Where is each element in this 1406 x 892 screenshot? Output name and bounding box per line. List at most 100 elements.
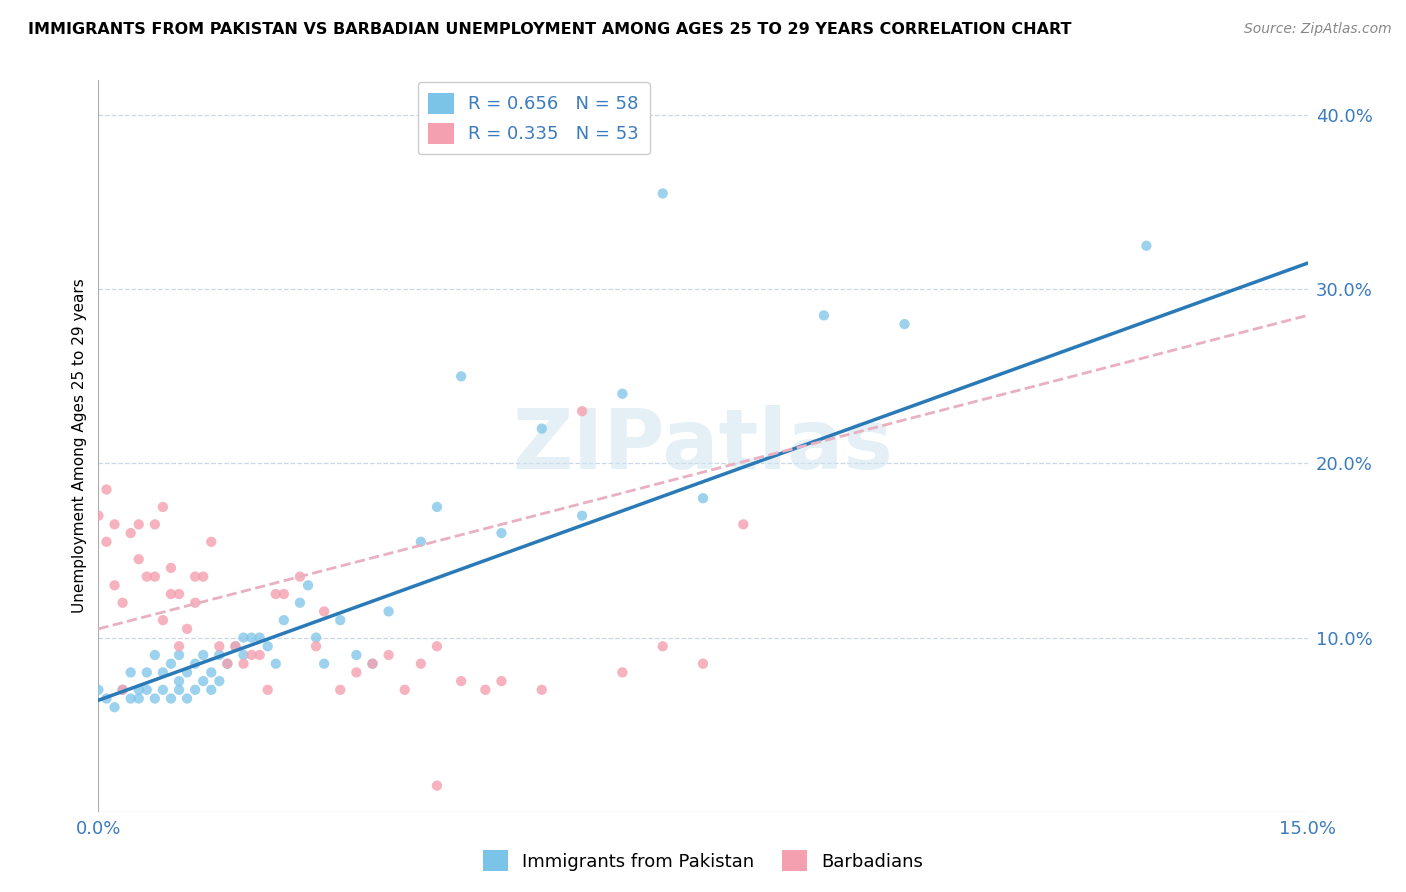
Point <box>256 640 278 654</box>
Point <box>143 648 166 662</box>
Point <box>491 526 513 541</box>
Point <box>394 682 416 697</box>
Point <box>143 691 166 706</box>
Point <box>224 640 246 654</box>
Point <box>120 691 142 706</box>
Point <box>217 657 239 671</box>
Point <box>208 640 231 654</box>
Point <box>530 682 553 697</box>
Point <box>288 569 311 583</box>
Point <box>1135 238 1157 252</box>
Point <box>152 613 174 627</box>
Point <box>249 631 271 645</box>
Point <box>249 648 271 662</box>
Point <box>240 648 263 662</box>
Point <box>571 508 593 523</box>
Point <box>193 648 215 662</box>
Point <box>377 648 399 662</box>
Text: IMMIGRANTS FROM PAKISTAN VS BARBADIAN UNEMPLOYMENT AMONG AGES 25 TO 29 YEARS COR: IMMIGRANTS FROM PAKISTAN VS BARBADIAN UN… <box>28 22 1071 37</box>
Point <box>264 657 287 671</box>
Point <box>893 317 915 331</box>
Point <box>232 631 254 645</box>
Text: Source: ZipAtlas.com: Source: ZipAtlas.com <box>1244 22 1392 37</box>
Point <box>87 508 110 523</box>
Point <box>128 691 150 706</box>
Point <box>111 596 134 610</box>
Legend: Immigrants from Pakistan, Barbadians: Immigrants from Pakistan, Barbadians <box>475 843 931 879</box>
Point <box>297 578 319 592</box>
Point <box>193 569 215 583</box>
Point <box>314 604 336 618</box>
Point <box>87 682 110 697</box>
Point <box>143 569 166 583</box>
Point <box>612 386 634 401</box>
Point <box>167 648 190 662</box>
Point <box>120 526 142 541</box>
Point <box>152 682 174 697</box>
Point <box>377 604 399 618</box>
Point <box>409 534 432 549</box>
Point <box>176 622 198 636</box>
Point <box>692 657 714 671</box>
Point <box>314 657 336 671</box>
Point <box>200 665 222 680</box>
Point <box>224 640 246 654</box>
Point <box>491 674 513 689</box>
Point <box>184 596 207 610</box>
Point <box>256 682 278 697</box>
Point <box>426 779 449 793</box>
Point <box>111 682 134 697</box>
Point <box>128 517 150 532</box>
Point <box>200 534 222 549</box>
Point <box>103 517 125 532</box>
Point <box>409 657 432 671</box>
Point <box>571 404 593 418</box>
Point <box>273 587 295 601</box>
Point <box>612 665 634 680</box>
Point <box>96 534 118 549</box>
Point <box>344 665 367 680</box>
Point <box>264 587 287 601</box>
Point <box>344 648 367 662</box>
Point <box>135 665 157 680</box>
Point <box>152 500 174 514</box>
Point <box>120 665 142 680</box>
Point <box>128 682 150 697</box>
Point <box>167 682 190 697</box>
Point <box>200 682 222 697</box>
Point <box>208 648 231 662</box>
Point <box>96 691 118 706</box>
Point <box>111 682 134 697</box>
Point <box>160 561 183 575</box>
Point <box>184 657 207 671</box>
Point <box>135 682 157 697</box>
Point <box>167 674 190 689</box>
Point <box>692 491 714 506</box>
Point <box>176 665 198 680</box>
Point <box>152 665 174 680</box>
Point <box>135 569 157 583</box>
Point <box>217 657 239 671</box>
Point <box>193 674 215 689</box>
Point <box>96 483 118 497</box>
Point <box>208 674 231 689</box>
Point <box>160 587 183 601</box>
Point <box>240 631 263 645</box>
Point <box>273 613 295 627</box>
Point <box>143 517 166 532</box>
Point <box>167 587 190 601</box>
Point <box>103 700 125 714</box>
Point <box>176 691 198 706</box>
Point <box>733 517 755 532</box>
Point <box>361 657 384 671</box>
Text: ZIPatlas: ZIPatlas <box>513 406 893 486</box>
Point <box>361 657 384 671</box>
Point <box>450 369 472 384</box>
Point <box>474 682 496 697</box>
Y-axis label: Unemployment Among Ages 25 to 29 years: Unemployment Among Ages 25 to 29 years <box>72 278 87 614</box>
Point <box>530 421 553 435</box>
Point <box>103 578 125 592</box>
Point <box>329 613 352 627</box>
Point <box>305 631 328 645</box>
Point <box>288 596 311 610</box>
